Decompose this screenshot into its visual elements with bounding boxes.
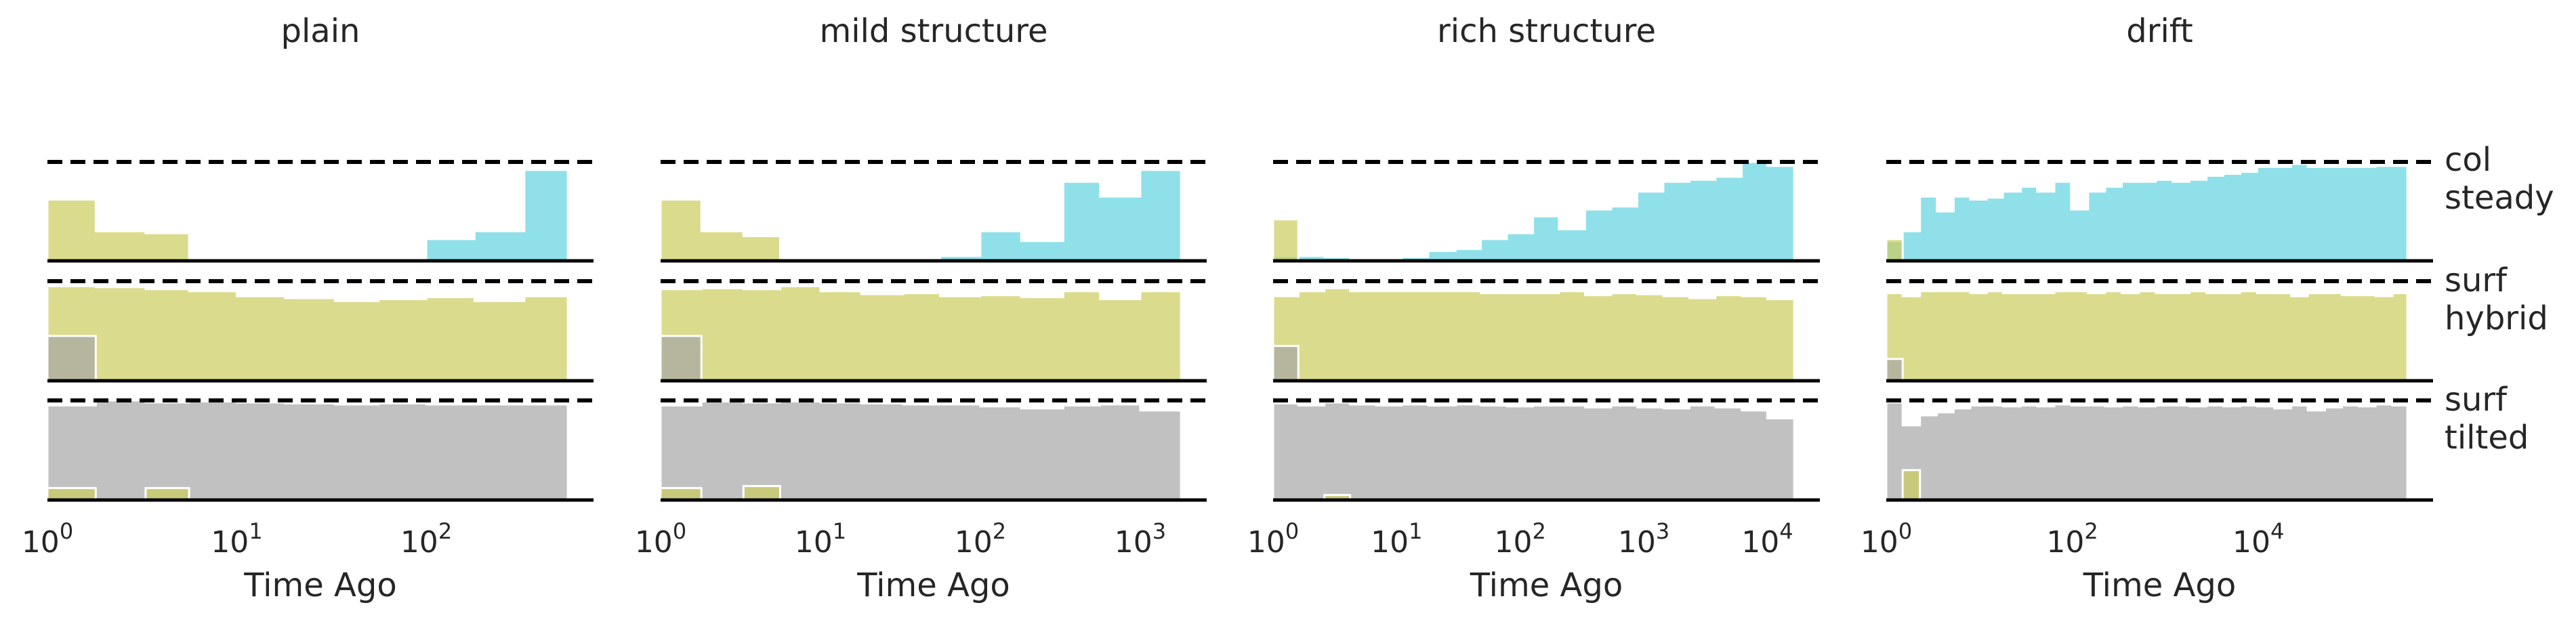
series-area-surf-row3 <box>659 400 1182 501</box>
x-tick-label: 104 <box>2232 518 2284 560</box>
x-axis-label: Time Ago <box>1470 566 1623 604</box>
series-area-surf-row2 <box>46 285 569 382</box>
series-area-surf-row2 <box>659 335 703 382</box>
x-axis-label: Time Ago <box>243 566 396 604</box>
panel-2: mild structure 100 101 102 103 Time Ago <box>635 12 1207 604</box>
series-area-col-row1 <box>1885 238 1904 262</box>
x-tick-label: 100 <box>1861 518 1912 560</box>
x-tick-label: 101 <box>211 518 262 560</box>
x-tick-label: 101 <box>1371 518 1422 560</box>
row-label: hybrid <box>2445 299 2548 337</box>
row-label: surf <box>2445 381 2508 419</box>
x-tick-label: 102 <box>2046 518 2098 560</box>
panel-title: drift <box>2126 12 2193 50</box>
x-tick-label: 101 <box>795 518 846 560</box>
panel-title: mild structure <box>820 12 1048 50</box>
series-area-col-row1 <box>425 169 569 262</box>
x-tick-label: 102 <box>400 518 452 560</box>
x-tick-label: 102 <box>1495 518 1546 560</box>
series-area-surf-row2 <box>46 335 97 382</box>
row-label: steady <box>2445 179 2554 217</box>
x-tick-label: 103 <box>1618 518 1669 560</box>
series-area-col-row1 <box>1885 163 2409 262</box>
series-area-surf-row3 <box>1901 469 1921 501</box>
panel-title: rich structure <box>1437 12 1656 50</box>
panel-4: drift 100 102 104 Time Ago <box>1861 12 2433 604</box>
series-area-surf-row3 <box>46 399 569 501</box>
row-label: col <box>2445 141 2491 179</box>
series-area-surf-row2 <box>1885 358 1904 382</box>
series-area-surf-row2 <box>1272 345 1300 382</box>
x-tick-label: 100 <box>635 518 686 560</box>
series-area-col-row1 <box>659 199 781 262</box>
series-area-surf-row3 <box>1272 401 1795 501</box>
x-tick-label: 102 <box>955 518 1006 560</box>
x-tick-label: 103 <box>1115 518 1166 560</box>
panel-3: rich structure 100 101 102 103 104 Time Ago <box>1247 12 1820 604</box>
series-area-col-row1 <box>939 169 1182 262</box>
row-label: tilted <box>2445 419 2529 457</box>
series-area-surf-row2 <box>659 285 1182 382</box>
x-tick-label: 100 <box>1247 518 1299 560</box>
series-area-surf-row3 <box>1885 401 2409 501</box>
row-label: surf <box>2445 262 2508 299</box>
series-area-surf-row2 <box>1272 287 1795 382</box>
x-axis-label: Time Ago <box>2083 566 2236 604</box>
x-tick-label: 100 <box>22 518 73 560</box>
series-area-surf-row2 <box>1885 290 2409 382</box>
series-area-col-row1 <box>1272 161 1795 262</box>
series-area-col-row1 <box>46 199 190 262</box>
series-area-col-row1 <box>1272 218 1300 262</box>
panel-title: plain <box>281 12 360 50</box>
x-tick-label: 104 <box>1741 518 1793 560</box>
x-axis-label: Time Ago <box>856 566 1010 604</box>
